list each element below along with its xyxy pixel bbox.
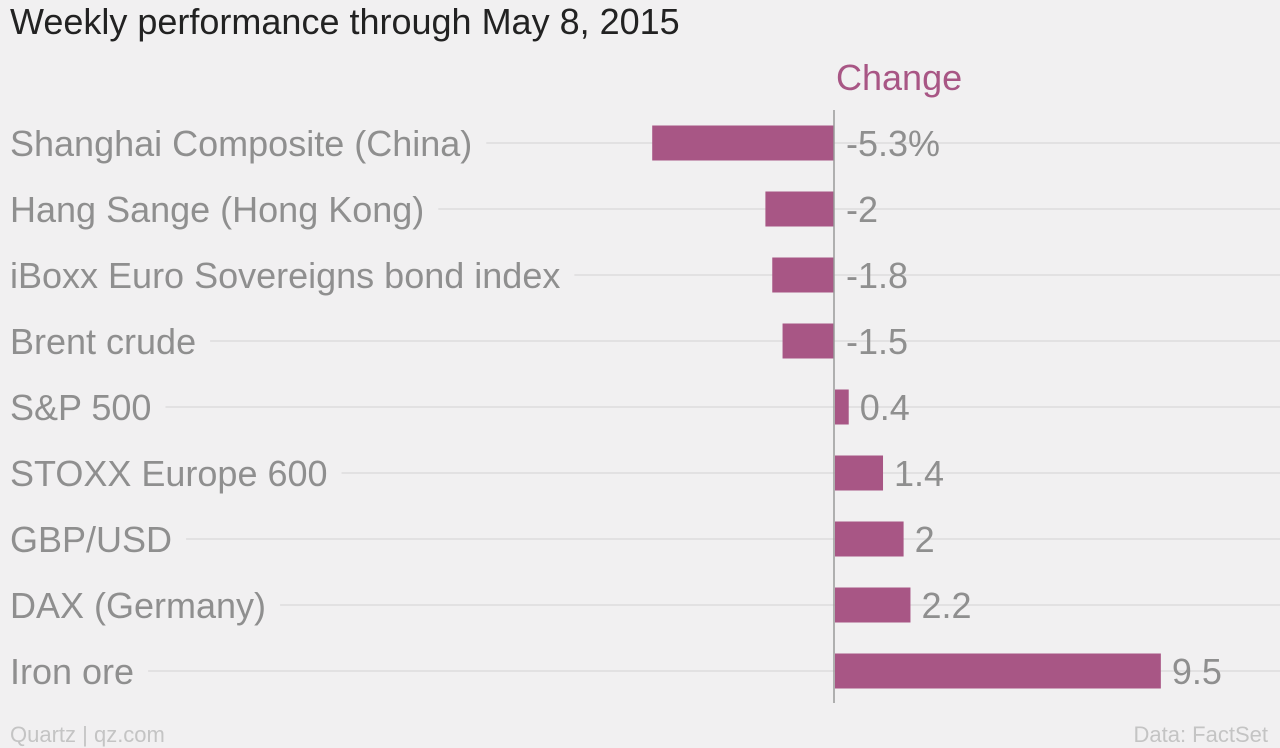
bar: [652, 125, 834, 161]
category-label: S&P 500: [10, 387, 151, 428]
category-label: Brent crude: [10, 321, 196, 362]
bar: [835, 389, 849, 425]
category-label: iBoxx Euro Sovereigns bond index: [10, 255, 560, 296]
bar: [772, 257, 834, 293]
category-label: Shanghai Composite (China): [10, 123, 472, 164]
bar: [835, 653, 1161, 689]
value-label: 9.5: [1172, 651, 1222, 692]
value-label: 2: [915, 519, 935, 560]
category-label: Iron ore: [10, 651, 134, 692]
category-label: STOXX Europe 600: [10, 453, 328, 494]
bar: [765, 191, 834, 227]
chart-title: Weekly performance through May 8, 2015: [10, 1, 680, 42]
value-label: 2.2: [921, 585, 971, 626]
value-label: -5.3%: [846, 123, 940, 164]
value-label: -2: [846, 189, 878, 230]
bar: [782, 323, 834, 359]
bar: [835, 455, 884, 491]
value-label: 1.4: [894, 453, 944, 494]
category-label: GBP/USD: [10, 519, 172, 560]
series-label: Change: [836, 57, 962, 98]
source-credit: Quartz | qz.com: [10, 722, 165, 747]
data-source: Data: FactSet: [1133, 722, 1268, 747]
category-label: Hang Sange (Hong Kong): [10, 189, 424, 230]
value-label: -1.8: [846, 255, 908, 296]
bar: [835, 521, 904, 557]
value-label: -1.5: [846, 321, 908, 362]
category-label: DAX (Germany): [10, 585, 266, 626]
value-label: 0.4: [860, 387, 910, 428]
bar: [835, 587, 911, 623]
